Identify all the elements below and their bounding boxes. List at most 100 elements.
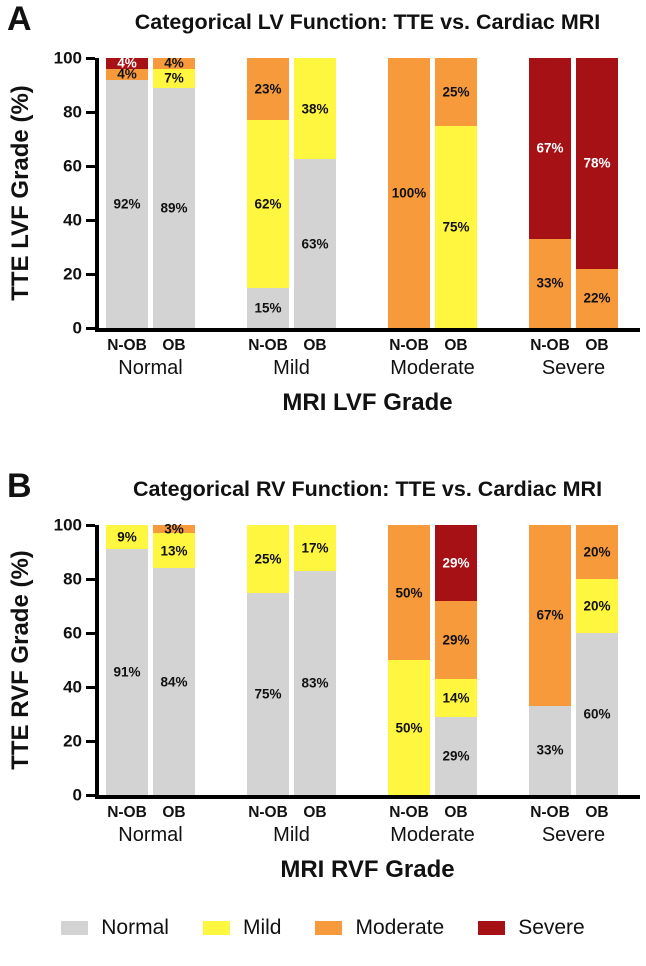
bar-segment-normal: 29%	[435, 716, 477, 795]
x-bar-label: N-OB	[530, 804, 570, 821]
bar-segment-moderate: 3%	[153, 521, 195, 537]
y-tick	[86, 326, 95, 330]
x-group-moderate: N-OB OB Moderate	[388, 337, 477, 380]
segment-value-label: 4%	[117, 55, 137, 71]
x-bar-label-pair: N-OB OB	[529, 337, 618, 355]
legend-label-moderate: Moderate	[355, 916, 445, 939]
x-group-normal: N-OB OB Normal	[106, 804, 195, 847]
y-tick-label: 20	[63, 264, 82, 284]
panel-b-letter: B	[7, 467, 32, 505]
segment-value-label: 92%	[113, 196, 141, 212]
stacked-bar-ob: 63% 38%	[294, 58, 336, 328]
bar-segment-mild: 20%	[576, 579, 618, 633]
segment-value-label: 60%	[583, 706, 611, 722]
segment-value-label: 29%	[442, 555, 470, 571]
bar-segment-moderate: 23%	[247, 58, 289, 121]
stacked-bar-n-ob: 33% 67%	[529, 58, 571, 328]
bar-segment-severe: 67%	[529, 58, 571, 239]
stacked-bar-n-ob: 15% 62% 23%	[247, 58, 289, 328]
panel-a-header: A Categorical LV Function: TTE vs. Cardi…	[0, 2, 646, 48]
y-tick	[86, 218, 95, 222]
panel-b-x-axis-title: MRI RVF Grade	[280, 856, 455, 883]
segment-value-label: 89%	[160, 200, 188, 216]
bar-segment-moderate: 50%	[388, 525, 430, 660]
stacked-bar-n-ob: 100%	[388, 58, 430, 328]
y-tick-label: 80	[63, 102, 82, 122]
segment-value-label: 13%	[160, 542, 188, 558]
legend-label-normal: Normal	[101, 916, 169, 939]
stacked-bar-n-ob: 92% 4% 4%	[106, 55, 148, 328]
y-tick	[86, 793, 95, 797]
x-group-labels: N-OB OB Normal N-OB OB Mild N-OB OB Moderate N-OB…	[99, 337, 646, 380]
segment-value-label: 29%	[442, 632, 470, 647]
bar-segment-moderate: 25%	[435, 58, 477, 126]
x-bar-label: OB	[585, 804, 609, 821]
x-bar-label-pair: N-OB OB	[388, 804, 477, 822]
stacked-bar-ob: 89% 7% 4%	[153, 57, 195, 328]
segment-value-label: 78%	[583, 155, 611, 171]
segment-value-label: 15%	[254, 300, 282, 315]
bar-segment-mild: 7%	[153, 68, 195, 88]
bar-segment-normal: 84%	[153, 568, 195, 795]
x-bar-label-pair: N-OB OB	[106, 804, 195, 822]
x-group-severe: N-OB OB Severe	[529, 804, 618, 847]
bars-area: 92% 4% 4% 89% 7% 4% 15% 62% 23% 63% 38% 100% 75% 25% 3…	[99, 55, 640, 328]
bar-segment-moderate: 4%	[106, 67, 148, 80]
legend-item-moderate: Moderate	[315, 916, 444, 940]
x-bar-label-pair: N-OB OB	[106, 337, 195, 355]
segment-value-label: 20%	[583, 598, 611, 614]
segment-value-label: 14%	[442, 690, 470, 706]
stacked-bar-ob: 75% 25%	[435, 58, 477, 328]
panel-b-plot-area: TTE RVF Grade (%) 0 20 40 60 80 100 91% 9% 84% 1…	[7, 517, 640, 804]
x-group-name: Moderate	[390, 357, 475, 379]
x-group-name: Mild	[273, 824, 310, 846]
stacked-bar-ob: 60% 20% 20%	[576, 525, 618, 795]
legend-item-mild: Mild	[202, 916, 282, 940]
y-tick	[86, 164, 95, 168]
segment-value-label: 9%	[117, 529, 137, 545]
stacked-bar-n-ob: 75% 25%	[247, 525, 289, 795]
x-bar-label-pair: N-OB OB	[529, 804, 618, 822]
legend-label-severe: Severe	[518, 916, 585, 939]
legend-swatch-moderate	[315, 921, 343, 935]
segment-value-label: 62%	[254, 196, 282, 212]
legend-label-mild: Mild	[242, 916, 282, 939]
bar-segment-normal: 60%	[576, 633, 618, 795]
segment-value-label: 50%	[395, 584, 423, 600]
x-bar-label-pair: N-OB OB	[388, 337, 477, 355]
panel-b-y-axis-label-wrap: TTE RVF Grade (%)	[4, 525, 38, 795]
bar-segment-severe: 78%	[576, 58, 618, 269]
bar-segment-normal: 92%	[106, 79, 148, 328]
y-tick-label: 80	[63, 569, 82, 589]
stacked-bar-n-ob: 50% 50%	[388, 525, 430, 795]
bar-segment-normal: 63%	[294, 159, 336, 328]
y-tick	[86, 523, 95, 527]
stacked-bar-n-ob: 33% 67%	[529, 525, 571, 795]
segment-value-label: 20%	[583, 544, 611, 560]
panel-b-y-axis-label: TTE RVF Grade (%)	[7, 550, 34, 770]
bar-segment-normal: 89%	[153, 87, 195, 328]
bar-segment-moderate: 100%	[388, 58, 430, 328]
x-group-labels: N-OB OB Normal N-OB OB Mild N-OB OB Moderate N-OB…	[99, 804, 646, 847]
bar-segment-mild: 17%	[294, 525, 336, 571]
stacked-bar-ob: 22% 78%	[576, 58, 618, 328]
segment-value-label: 67%	[536, 140, 564, 156]
x-bar-label: N-OB	[107, 337, 147, 354]
bar-segment-mild: 14%	[435, 678, 477, 717]
segment-value-label: 7%	[164, 70, 184, 86]
bar-segment-mild: 75%	[435, 125, 477, 328]
bar-segment-mild: 38%	[294, 58, 336, 160]
bar-group-moderate: 100% 75% 25%	[388, 58, 477, 328]
y-tick	[86, 272, 95, 276]
segment-value-label: 50%	[395, 719, 423, 735]
segment-value-label: 29%	[442, 748, 470, 764]
bar-segment-normal: 15%	[247, 287, 289, 328]
x-bar-label: N-OB	[389, 804, 429, 821]
x-bar-label: OB	[444, 804, 468, 821]
stacked-bar-n-ob: 91% 9%	[106, 525, 148, 795]
panel-a-y-axis-label: TTE LVF Grade (%)	[7, 85, 35, 301]
bar-group-mild: 15% 62% 23% 63% 38%	[247, 58, 336, 328]
segment-value-label: 3%	[164, 521, 184, 537]
panel-a-x-axis-title: MRI LVF Grade	[282, 389, 453, 416]
bar-segment-moderate: 29%	[435, 600, 477, 679]
